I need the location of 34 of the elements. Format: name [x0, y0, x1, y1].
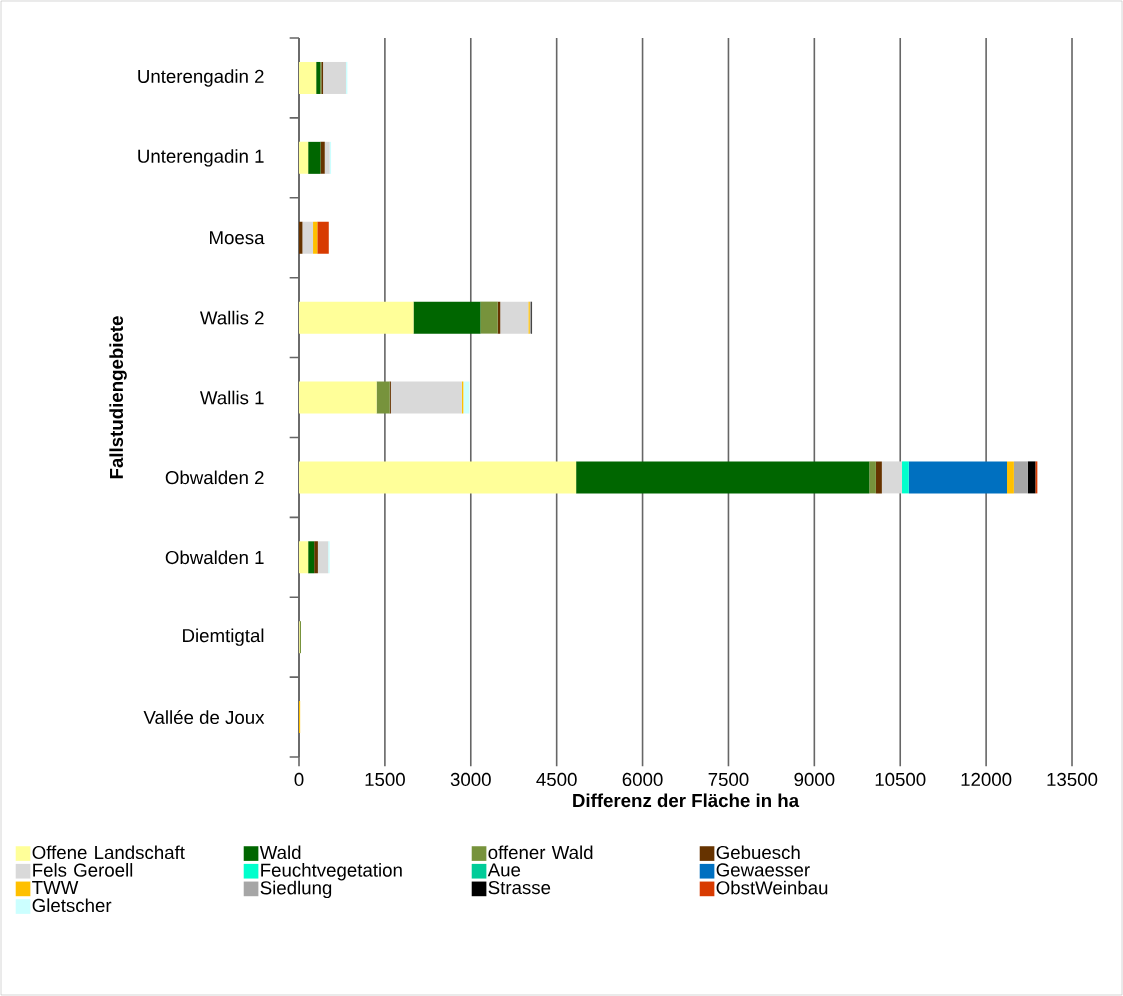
x-tick-label: 0 — [294, 772, 304, 787]
legend-label: Strasse — [488, 880, 551, 895]
y-tick-label: Wallis 2 — [199, 310, 264, 325]
y-tick-label: Vallée de Joux — [143, 710, 265, 725]
legend-label: Feuchtvegetation — [261, 863, 402, 881]
legend-label: TWW — [32, 881, 79, 894]
legend-label: Gewaesser — [716, 863, 810, 877]
x-tick-label: 4500 — [536, 772, 577, 787]
legend-label: Aue — [487, 863, 521, 877]
y-tick-label: Diemtigtal — [183, 628, 264, 646]
y-tick-label: Moesa — [210, 231, 265, 245]
x-tick-label: 3000 — [450, 772, 491, 787]
x-tick-label: 10500 — [875, 772, 926, 787]
legend-label: Gletscher — [32, 898, 112, 913]
legend-label: Wald — [259, 845, 301, 860]
y-tick-label: Wallis 1 — [199, 390, 264, 405]
x-tick-label: 9000 — [794, 772, 835, 787]
legend-label: ObstWeinbau — [716, 880, 828, 895]
legend-label: Offene Landschaft — [32, 845, 185, 860]
y-tick-label: Unterengadin 1 — [138, 149, 264, 167]
x-tick-label: 13500 — [1047, 772, 1098, 787]
x-tick-label: 12000 — [961, 772, 1012, 787]
y-tick-label: Obwalden 2 — [165, 470, 264, 485]
x-tick-label: 7500 — [708, 772, 749, 787]
y-axis-title: Fallstudiengebiete — [109, 316, 127, 479]
legend-label: Fels Geroell — [33, 863, 133, 877]
x-tick-label: 6000 — [622, 772, 663, 787]
legend-label: Gebuesch — [716, 845, 800, 860]
x-axis-title: Differenz der Fläche in ha — [573, 793, 800, 808]
legend-label: Siedlung — [260, 880, 332, 899]
legend-label: offener Wald — [488, 845, 593, 860]
y-tick-label: Unterengadin 2 — [138, 69, 264, 87]
x-tick-label: 1500 — [365, 772, 405, 787]
y-tick-label: Obwalden 1 — [165, 550, 264, 565]
